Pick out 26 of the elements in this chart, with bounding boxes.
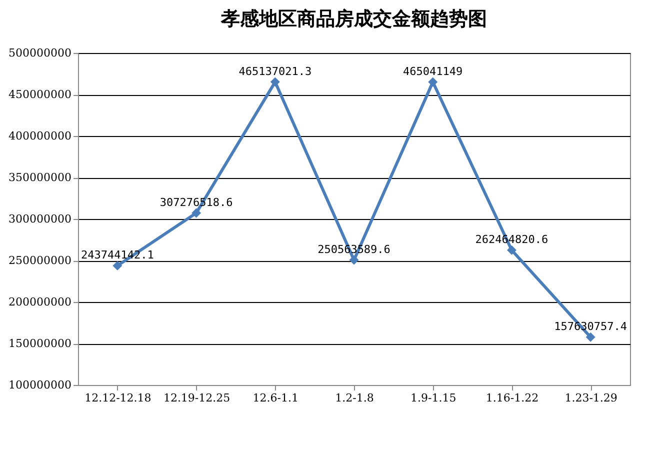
y-tick-label: 250000000 bbox=[8, 254, 72, 267]
y-tick-label: 200000000 bbox=[8, 296, 72, 308]
x-tick-label: 1.2-1.8 bbox=[335, 392, 374, 404]
point bbox=[112, 260, 122, 270]
point bbox=[586, 332, 596, 342]
data-label: 465137021.3 bbox=[238, 64, 312, 78]
y-tick-label: 100000000 bbox=[8, 378, 72, 392]
x-tick-label: 12.6-1.1 bbox=[252, 392, 298, 404]
chart-title: 孝感地区商品房成交金额趋势图 bbox=[220, 8, 487, 30]
point bbox=[428, 77, 438, 87]
x-tick-label: 12.19-12.25 bbox=[163, 392, 230, 404]
y-tick-label: 150000000 bbox=[8, 337, 72, 350]
y-tick-label: 300000000 bbox=[8, 212, 72, 226]
point bbox=[349, 255, 359, 265]
y-tick-label: 450000000 bbox=[8, 88, 72, 101]
y-tick-label: 350000000 bbox=[8, 171, 72, 184]
x-tick-label: 1.9-1.15 bbox=[410, 392, 456, 404]
point bbox=[506, 245, 516, 255]
x-tick-label: 1.23-1.29 bbox=[564, 392, 618, 404]
point bbox=[192, 208, 202, 218]
y-tick-label: 400000000 bbox=[8, 130, 72, 142]
point bbox=[270, 77, 280, 87]
x-tick-label: 12.12-12.18 bbox=[84, 392, 152, 404]
data-label: 465041149 bbox=[403, 65, 463, 78]
y-tick-label: 500000000 bbox=[8, 46, 72, 60]
x-tick-label: 1.16-1.22 bbox=[486, 392, 539, 404]
